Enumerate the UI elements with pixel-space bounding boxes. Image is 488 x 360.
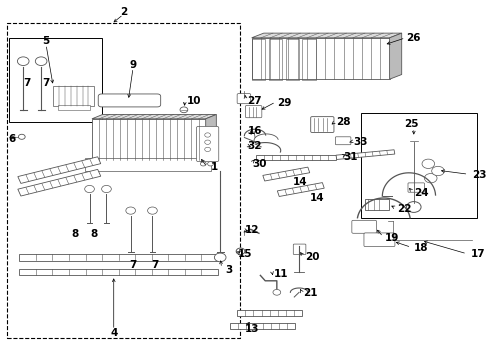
Polygon shape xyxy=(389,33,401,79)
Text: 6: 6 xyxy=(9,134,16,144)
Circle shape xyxy=(200,162,206,166)
FancyBboxPatch shape xyxy=(363,233,394,247)
Text: 23: 23 xyxy=(471,170,486,180)
Bar xyxy=(92,119,205,160)
Text: 20: 20 xyxy=(305,252,319,262)
Bar xyxy=(268,39,282,80)
FancyBboxPatch shape xyxy=(335,137,350,145)
Text: 7: 7 xyxy=(23,78,30,88)
Text: 22: 22 xyxy=(396,204,410,214)
Text: 8: 8 xyxy=(91,229,98,239)
Circle shape xyxy=(272,289,280,295)
Text: 26: 26 xyxy=(406,33,420,43)
Text: 7: 7 xyxy=(151,260,158,270)
Polygon shape xyxy=(229,323,295,329)
Circle shape xyxy=(406,202,420,212)
FancyBboxPatch shape xyxy=(237,94,250,104)
Bar xyxy=(365,199,388,210)
Text: 2: 2 xyxy=(120,6,127,17)
Circle shape xyxy=(19,134,25,139)
Bar xyxy=(360,113,476,218)
Text: 5: 5 xyxy=(42,36,49,46)
Text: 30: 30 xyxy=(252,159,266,169)
FancyBboxPatch shape xyxy=(310,117,333,132)
Polygon shape xyxy=(20,254,217,261)
Text: 4: 4 xyxy=(110,328,117,338)
Text: 9: 9 xyxy=(129,60,136,70)
Circle shape xyxy=(204,133,210,137)
Circle shape xyxy=(236,248,244,255)
Text: 11: 11 xyxy=(273,269,287,279)
Polygon shape xyxy=(92,114,216,119)
Circle shape xyxy=(147,207,157,214)
Polygon shape xyxy=(262,167,309,181)
Text: 32: 32 xyxy=(246,141,261,151)
Text: 14: 14 xyxy=(309,193,324,203)
FancyBboxPatch shape xyxy=(293,244,305,255)
Polygon shape xyxy=(18,157,101,183)
Circle shape xyxy=(125,207,135,214)
FancyBboxPatch shape xyxy=(245,105,261,118)
Text: 24: 24 xyxy=(413,188,427,198)
Circle shape xyxy=(214,253,225,262)
Bar xyxy=(302,39,315,80)
Text: 21: 21 xyxy=(303,288,317,298)
FancyBboxPatch shape xyxy=(196,126,218,162)
Bar xyxy=(9,38,102,122)
Circle shape xyxy=(35,57,47,66)
Text: 18: 18 xyxy=(413,243,427,253)
Text: 29: 29 xyxy=(276,98,291,108)
Polygon shape xyxy=(237,310,302,316)
Text: 33: 33 xyxy=(352,137,367,147)
Polygon shape xyxy=(251,33,401,38)
FancyBboxPatch shape xyxy=(98,94,161,107)
Bar xyxy=(84,158,210,171)
Circle shape xyxy=(180,107,187,113)
Text: 31: 31 xyxy=(343,152,357,162)
Bar xyxy=(53,86,94,106)
Text: 1: 1 xyxy=(210,162,217,172)
FancyBboxPatch shape xyxy=(407,183,424,192)
Polygon shape xyxy=(205,114,216,160)
Circle shape xyxy=(102,185,111,193)
FancyBboxPatch shape xyxy=(351,220,376,233)
Circle shape xyxy=(18,57,29,66)
Text: 10: 10 xyxy=(186,96,201,106)
Text: 8: 8 xyxy=(71,229,79,239)
Text: 17: 17 xyxy=(469,249,484,259)
Text: 3: 3 xyxy=(224,265,232,275)
Circle shape xyxy=(204,147,210,152)
Polygon shape xyxy=(335,150,394,159)
Text: 16: 16 xyxy=(247,126,262,136)
Circle shape xyxy=(84,185,94,193)
Text: 27: 27 xyxy=(246,96,261,106)
Polygon shape xyxy=(255,155,336,160)
Text: 28: 28 xyxy=(336,117,350,127)
Circle shape xyxy=(424,174,436,183)
Text: 15: 15 xyxy=(238,249,252,259)
Bar xyxy=(285,39,299,80)
Bar xyxy=(251,39,264,80)
Circle shape xyxy=(421,159,434,168)
Polygon shape xyxy=(20,269,217,275)
Bar xyxy=(251,38,389,79)
Text: 13: 13 xyxy=(244,324,258,334)
Circle shape xyxy=(431,166,444,176)
Text: 7: 7 xyxy=(129,260,137,270)
Text: 14: 14 xyxy=(292,177,307,187)
Text: 19: 19 xyxy=(384,233,398,243)
Circle shape xyxy=(204,140,210,144)
Polygon shape xyxy=(277,183,324,197)
Bar xyxy=(7,23,239,338)
Text: 25: 25 xyxy=(403,119,418,129)
Bar xyxy=(58,105,89,110)
Text: 12: 12 xyxy=(244,225,258,235)
Circle shape xyxy=(207,162,213,166)
Polygon shape xyxy=(18,170,101,196)
Text: 7: 7 xyxy=(42,78,50,88)
